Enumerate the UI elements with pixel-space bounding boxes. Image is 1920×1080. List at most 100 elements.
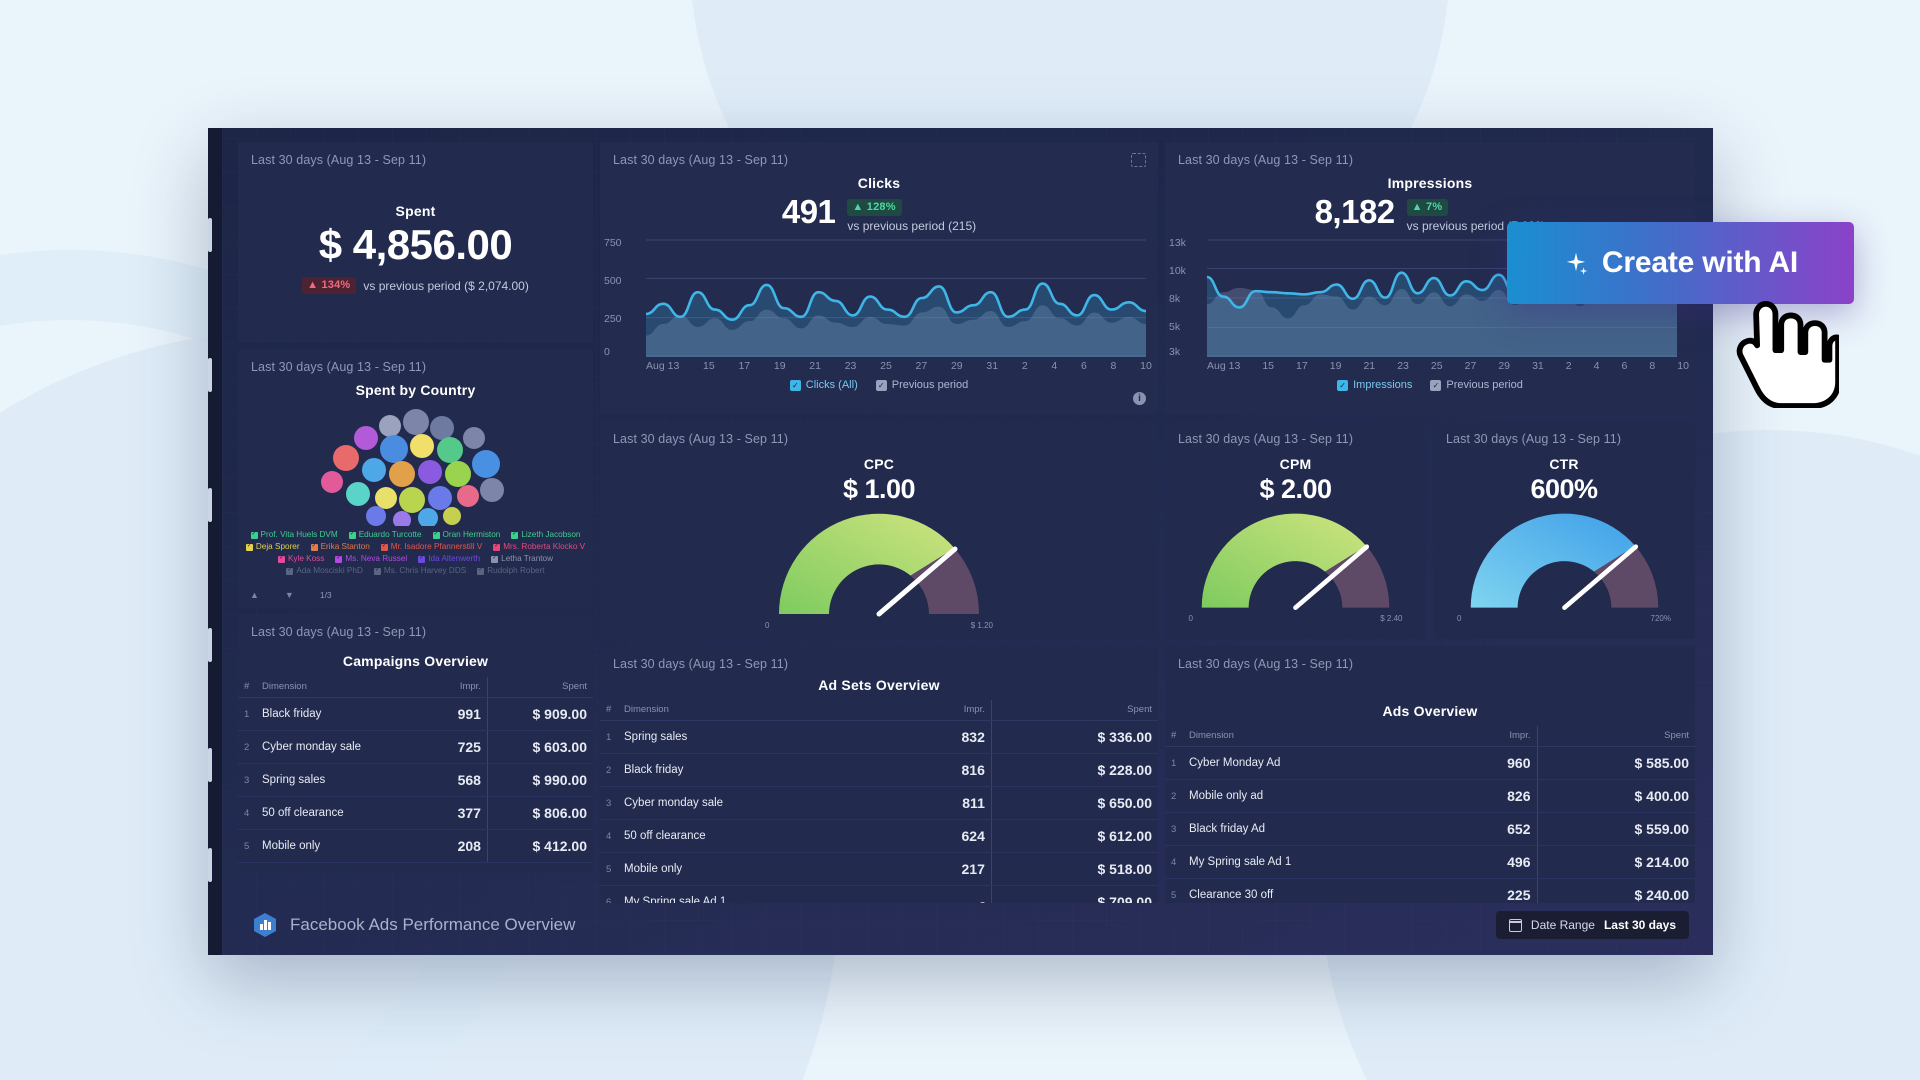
bubble-group [321,409,504,526]
bubble-chart[interactable] [238,404,593,526]
checkbox-icon[interactable] [1430,379,1442,391]
chart-legend-label: Clicks (All) [805,379,858,391]
date-range-value: Last 30 days [1603,918,1676,932]
chart-legend-item[interactable]: Clicks (All) [789,379,858,391]
legend-swatch-icon [250,530,258,539]
adsets-overview-card[interactable]: Last 30 days (Aug 13 - Sep 11) Ad Sets O… [600,646,1158,903]
ctr-card[interactable]: Last 30 days (Aug 13 - Sep 11) CTR 600% [1433,421,1695,639]
ctr-value: 600% [1530,474,1598,504]
ads-overview-card[interactable]: Last 30 days (Aug 13 - Sep 11) Ads Overv… [1165,646,1695,903]
x-tick-label: 8 [1110,360,1117,372]
cpc-value: $ 1.00 [842,474,916,504]
checkbox-icon[interactable] [1337,379,1349,391]
chart-legend-item[interactable]: Impressions [1337,379,1412,391]
cpc-card[interactable]: Last 30 days (Aug 13 - Sep 11) CPC $ 1.0… [600,421,1158,639]
page-title: Facebook Ads Performance Overview [290,915,576,934]
table-row[interactable]: 2 Cyber monday sale 725 $ 603.00 [238,730,593,764]
table-row[interactable]: 3 Black friday Ad 652 $ 559.00 [1165,812,1695,846]
legend-item[interactable]: Rudolph Robert [477,565,545,577]
table-row[interactable]: 1 Spring sales 832 $ 336.00 [600,720,1158,754]
filter-icon[interactable]: ▼ [284,590,294,600]
cell-index: 4 [238,796,256,830]
spent-delta-value: 134% [321,279,351,291]
cell-spent: $ 612.00 [990,819,1158,853]
spent-card[interactable]: Last 30 days (Aug 13 - Sep 11) Spent $ 4… [238,142,593,342]
impressions-legend[interactable]: Impressions Previous period [1165,372,1695,400]
legend-swatch-icon [432,530,440,539]
x-tick-label: 17 [1296,360,1308,372]
legend-item[interactable]: Mr. Isadore Pfannerstill V [380,541,482,553]
checkbox-icon[interactable] [789,379,801,391]
sort-asc-icon[interactable]: ▲ [250,590,259,600]
cell-index: 4 [600,819,618,853]
bubble-pager[interactable]: ▲ ▼ 1/3 [238,586,593,607]
country-legend[interactable]: Kay FunkElliot Lockman Sr.Freeda Prosacc… [246,528,585,586]
table-row[interactable]: 2 Mobile only ad 826 $ 400.00 [1165,779,1695,813]
date-range-chip[interactable]: Date Range Last 30 days [1495,911,1689,939]
table-row[interactable]: 3 Cyber monday sale 811 $ 650.00 [600,786,1158,820]
chart-export-icon[interactable] [1131,153,1146,167]
ads-table[interactable]: # Dimension Impr. Spent 1 Cyber Monday Ad… [1165,726,1695,903]
cell-spent: $ 336.00 [990,720,1158,754]
checkbox-icon[interactable] [875,379,887,391]
table-row[interactable]: 4 50 off clearance 624 $ 612.00 [600,819,1158,853]
table-row[interactable]: 1 Cyber Monday Ad 960 $ 585.00 [1165,746,1695,780]
table-row[interactable]: 4 My Spring sale Ad 1 496 $ 214.00 [1165,845,1695,879]
legend-item[interactable]: Prof. Vita Huels DVM [250,529,338,541]
ctr-period-label: Last 30 days (Aug 13 - Sep 11) [1446,432,1622,446]
legend-row: Deja Sporer Erika Stanton Mr. Isadore Pfan… [246,541,585,553]
table-row[interactable]: 5 Mobile only 217 $ 518.00 [600,852,1158,886]
legend-item[interactable]: Ada Mosciski PhD [286,565,363,577]
col-impr: Impr. [430,677,488,698]
table-row[interactable]: 2 Black friday 816 $ 228.00 [600,753,1158,787]
spent-by-country-card[interactable]: Last 30 days (Aug 13 - Sep 11) Spent by … [238,349,593,607]
table-row[interactable]: 5 Mobile only 208 $ 412.00 [238,829,593,863]
legend-item[interactable]: Ida Altenwerth [418,553,480,565]
col-index: # [1165,726,1183,747]
table-row[interactable]: 5 Clearance 30 off 225 $ 240.00 [1165,878,1695,903]
legend-label: Eduardo Turcotte [358,530,422,539]
create-with-ai-button[interactable]: Create with AI [1507,222,1854,304]
legend-item[interactable]: Letha Trantow [491,553,553,565]
legend-item[interactable]: Eduardo Turcotte [348,529,422,541]
cell-impressions: 960 [1452,746,1537,780]
legend-item[interactable]: Erika Stanton [310,541,370,553]
cell-impressions: 208 [430,829,488,863]
table-row[interactable]: 3 Spring sales 568 $ 990.00 [238,763,593,797]
triangle-up-icon: ▲ [307,279,319,291]
chart-legend-item[interactable]: Previous period [875,379,969,391]
campaigns-table[interactable]: # Dimension Impr. Spent 1 Black friday 991… [238,677,593,863]
legend-item[interactable]: Kyle Koss [277,553,324,565]
col-dimension: Dimension [618,700,903,721]
table-row[interactable]: 1 Black friday 991 $ 909.00 [238,697,593,731]
legend-label: Rudolph Robert [487,566,545,575]
cell-index: 5 [600,852,618,886]
legend-item[interactable]: Ms. Neva Russel [335,553,407,565]
clicks-legend[interactable]: Clicks (All) Previous period [600,372,1158,400]
info-icon[interactable]: i [1133,392,1146,405]
adsets-table[interactable]: # Dimension Impr. Spent 1 Spring sales 832… [600,700,1158,903]
cell-spent: $ 603.00 [486,730,593,764]
cpm-card[interactable]: Last 30 days (Aug 13 - Sep 11) CPM $ 2.0… [1165,421,1426,639]
x-tick-label: 29 [950,360,963,372]
legend-row: Kyle Koss Ms. Neva Russel Ida Altenwerth Le… [246,553,585,565]
chart-legend-item[interactable]: Previous period [1430,379,1523,391]
table-row[interactable]: 4 50 off clearance 377 $ 806.00 [238,796,593,830]
clicks-chart[interactable]: 750 500 250 0 [600,237,1158,358]
legend-item[interactable]: Deja Sporer [246,541,300,553]
chart-legend-label: Previous period [891,379,969,391]
dashboard-grid: Last 30 days (Aug 13 - Sep 11) Spent $ 4… [238,142,1697,903]
clicks-card[interactable]: Last 30 days (Aug 13 - Sep 11) Clicks 49… [600,142,1158,414]
legend-item[interactable]: Mrs. Roberta Klocko V [493,541,585,553]
table-row[interactable]: 6 My Spring sale Ad 1- $ 709.00 [600,885,1158,903]
legend-swatch-icon [286,566,294,575]
legend-label: Ada Mosciski PhD [296,566,363,575]
legend-item[interactable]: Lizeth Jacobson [511,529,580,541]
impressions-delta-badge: ▲ 7% [1406,199,1449,216]
clicks-comparison: vs previous period (215) [847,219,977,233]
legend-item[interactable]: Ms. Chris Harvey DDS [373,565,466,577]
cell-dimension: Black friday [618,753,903,787]
x-tick-label: 2 [1565,360,1572,372]
campaigns-overview-card[interactable]: Last 30 days (Aug 13 - Sep 11) Campaigns… [238,614,593,871]
legend-item[interactable]: Oran Hermiston [432,529,500,541]
